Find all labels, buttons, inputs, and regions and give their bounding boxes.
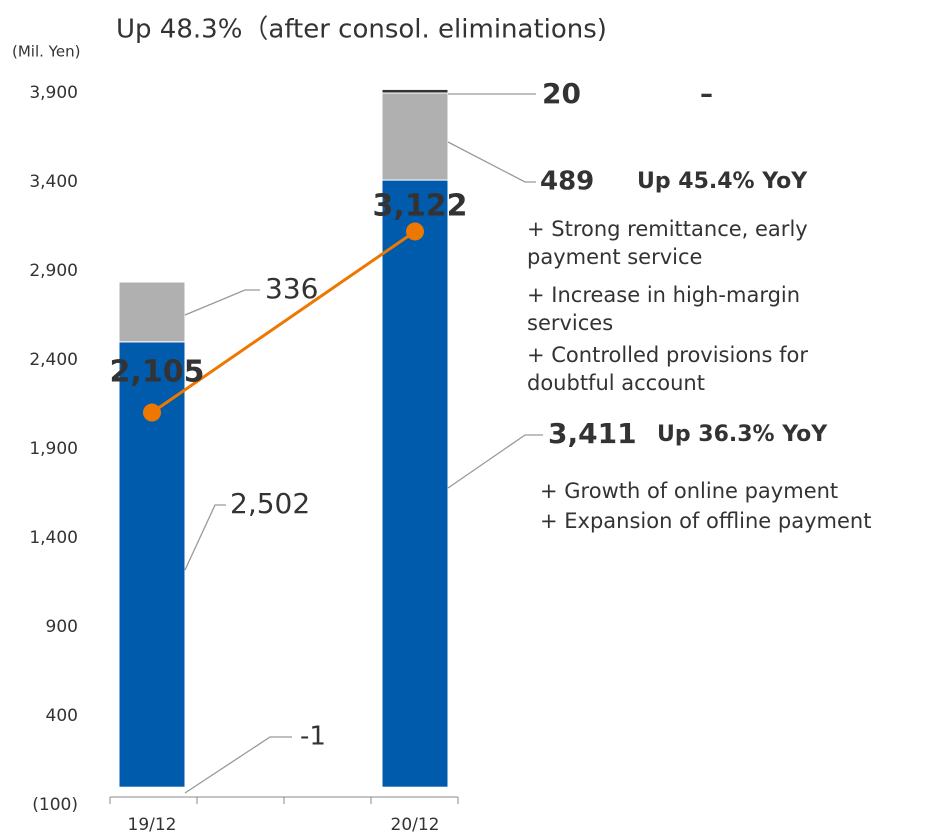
- y-tick-label: 400: [46, 706, 78, 726]
- y-tick-label: 1,900: [29, 439, 78, 459]
- data-label: 336: [265, 272, 318, 305]
- y-axis-label: (Mil. Yen): [12, 43, 80, 61]
- line-point: [406, 222, 424, 241]
- leader-line: [184, 736, 292, 794]
- leader-line: [447, 141, 536, 183]
- bar-segment: [381, 179, 449, 788]
- data-label: 20: [542, 77, 581, 110]
- data-label: 489: [540, 167, 594, 197]
- line-label: 2,105: [110, 355, 205, 390]
- annotation: + Increase in high-margin: [527, 283, 800, 307]
- annotation: + Strong remittance, early: [527, 217, 808, 241]
- bar-segment: [118, 281, 186, 343]
- y-tick-label: 3,900: [29, 83, 78, 103]
- annotation: + Growth of online payment: [540, 479, 838, 503]
- y-tick-label: 2,900: [29, 261, 78, 281]
- bar-segment: [381, 92, 449, 181]
- annotation: doubtful account: [527, 371, 705, 395]
- annotation: Up 36.3% YoY: [657, 422, 828, 447]
- annotation: payment service: [527, 245, 702, 269]
- y-tick-label: 900: [46, 617, 78, 637]
- annotation: –: [700, 80, 713, 110]
- data-label: 3,411: [548, 417, 637, 450]
- annotation: + Expansion of offline payment: [540, 509, 871, 533]
- leader-line: [184, 504, 226, 571]
- data-label: -1: [300, 722, 326, 752]
- line-point: [143, 403, 161, 422]
- y-tick-label: 3,400: [29, 172, 78, 192]
- line-label: 3,122: [373, 189, 468, 224]
- annotation: + Controlled provisions for: [527, 343, 808, 367]
- x-tick-label: 20/12: [391, 815, 440, 835]
- line: [151, 230, 416, 414]
- x-tick-label: 19/12: [128, 815, 177, 835]
- leader-line: [184, 289, 260, 316]
- annotation: Up 45.4% YoY: [637, 169, 808, 194]
- annotation: services: [527, 311, 613, 335]
- y-tick-label: 1,400: [29, 528, 78, 548]
- y-tick-label: (100): [32, 795, 78, 815]
- y-tick-label: 2,400: [29, 350, 78, 370]
- bar-segment: [381, 88, 449, 94]
- data-label: 2,502: [230, 487, 310, 520]
- chart-title: Up 48.3%（after consol. eliminations): [116, 15, 607, 45]
- leader-line: [447, 434, 543, 489]
